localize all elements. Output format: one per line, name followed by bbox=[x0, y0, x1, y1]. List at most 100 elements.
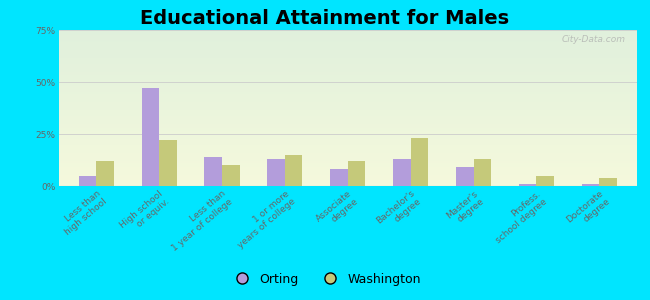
Bar bbox=[58, 105, 637, 106]
Bar bbox=[58, 144, 637, 146]
Bar bbox=[58, 133, 637, 134]
Bar bbox=[393, 159, 411, 186]
Bar bbox=[58, 108, 637, 110]
Bar bbox=[58, 92, 637, 94]
Bar bbox=[58, 170, 637, 172]
Bar bbox=[58, 32, 637, 33]
Bar bbox=[58, 181, 637, 183]
Bar bbox=[58, 89, 637, 91]
Bar bbox=[58, 102, 637, 103]
Bar bbox=[58, 160, 637, 161]
Bar bbox=[58, 153, 637, 155]
Bar bbox=[58, 124, 637, 125]
Bar bbox=[58, 83, 637, 85]
Bar bbox=[58, 80, 637, 82]
Bar bbox=[58, 106, 637, 108]
Bar bbox=[58, 97, 637, 99]
Bar bbox=[58, 74, 637, 75]
Bar bbox=[58, 44, 637, 46]
Bar bbox=[58, 55, 637, 56]
Bar bbox=[58, 94, 637, 95]
Bar bbox=[58, 114, 637, 116]
Bar bbox=[58, 91, 637, 92]
Bar bbox=[58, 41, 637, 43]
Bar bbox=[58, 72, 637, 74]
Bar bbox=[58, 116, 637, 117]
Text: City-Data.com: City-Data.com bbox=[562, 35, 625, 44]
Bar bbox=[58, 147, 637, 148]
Bar bbox=[58, 36, 637, 38]
Bar bbox=[58, 125, 637, 127]
Bar bbox=[159, 140, 177, 186]
Bar bbox=[58, 136, 637, 138]
Bar bbox=[58, 63, 637, 64]
Bar bbox=[58, 30, 637, 31]
Bar bbox=[58, 156, 637, 158]
Legend: Orting, Washington: Orting, Washington bbox=[224, 268, 426, 291]
Bar bbox=[58, 180, 637, 181]
Bar bbox=[58, 167, 637, 169]
Bar bbox=[411, 138, 428, 186]
Bar bbox=[58, 64, 637, 66]
Bar bbox=[58, 50, 637, 52]
Bar bbox=[58, 82, 637, 83]
Bar bbox=[58, 131, 637, 133]
Bar bbox=[58, 78, 637, 80]
Bar bbox=[58, 134, 637, 136]
Bar bbox=[58, 69, 637, 70]
Bar bbox=[58, 119, 637, 121]
Bar bbox=[58, 86, 637, 88]
Bar bbox=[58, 61, 637, 63]
Bar bbox=[58, 152, 637, 153]
Bar bbox=[58, 141, 637, 142]
Bar bbox=[456, 167, 473, 186]
Bar bbox=[58, 148, 637, 150]
Bar bbox=[58, 139, 637, 141]
Bar bbox=[58, 117, 637, 119]
Bar bbox=[96, 161, 114, 186]
Bar bbox=[58, 138, 637, 139]
Bar bbox=[473, 159, 491, 186]
Bar bbox=[58, 142, 637, 144]
Bar bbox=[58, 163, 637, 164]
Bar bbox=[58, 173, 637, 175]
Bar bbox=[58, 122, 637, 124]
Bar bbox=[58, 49, 637, 50]
Bar bbox=[58, 100, 637, 102]
Bar bbox=[58, 35, 637, 36]
Bar bbox=[58, 88, 637, 89]
Bar bbox=[58, 158, 637, 160]
Bar bbox=[348, 161, 365, 186]
Bar bbox=[222, 165, 240, 186]
Bar bbox=[58, 53, 637, 55]
Bar bbox=[58, 111, 637, 113]
Bar bbox=[58, 175, 637, 177]
Bar bbox=[142, 88, 159, 186]
Bar bbox=[58, 52, 637, 53]
Bar bbox=[58, 99, 637, 100]
Bar bbox=[58, 178, 637, 180]
Bar bbox=[285, 155, 302, 186]
Bar bbox=[536, 176, 554, 186]
Bar bbox=[58, 146, 637, 147]
Bar bbox=[204, 157, 222, 186]
Bar bbox=[58, 47, 637, 49]
Bar bbox=[58, 161, 637, 163]
Bar bbox=[79, 176, 96, 186]
Bar bbox=[58, 113, 637, 114]
Bar bbox=[582, 184, 599, 186]
Bar bbox=[58, 177, 637, 178]
Bar bbox=[58, 166, 637, 167]
Bar bbox=[58, 60, 637, 61]
Bar bbox=[58, 66, 637, 68]
Bar bbox=[519, 184, 536, 186]
Bar bbox=[58, 184, 637, 186]
Bar bbox=[58, 56, 637, 58]
Bar bbox=[58, 130, 637, 131]
Bar bbox=[58, 127, 637, 128]
Bar bbox=[58, 43, 637, 44]
Bar bbox=[330, 169, 348, 186]
Bar bbox=[58, 103, 637, 105]
Bar bbox=[58, 58, 637, 60]
Bar bbox=[58, 183, 637, 184]
